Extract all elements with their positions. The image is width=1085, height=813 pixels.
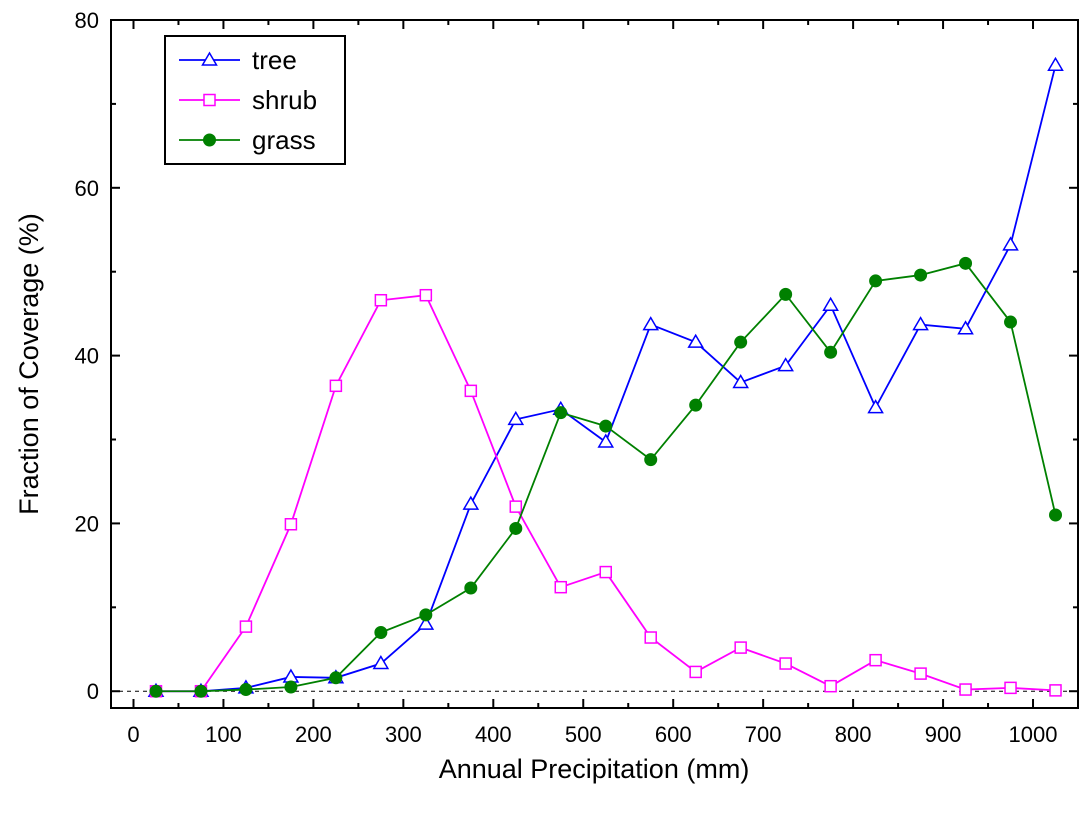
grass-point bbox=[914, 268, 928, 282]
grass-point bbox=[959, 256, 973, 270]
grass-point bbox=[374, 625, 388, 639]
shrub-point bbox=[419, 288, 433, 302]
shrub-point bbox=[734, 641, 747, 654]
x-tick-label: 700 bbox=[745, 722, 782, 747]
tree-point bbox=[867, 399, 884, 414]
shrub-point bbox=[509, 500, 523, 513]
grass-point bbox=[1004, 315, 1018, 329]
legend-label-grass: grass bbox=[252, 125, 316, 155]
shrub-point bbox=[374, 293, 388, 307]
x-tick-label: 500 bbox=[565, 722, 602, 747]
grass-point bbox=[194, 684, 208, 698]
legend-marker-shrub bbox=[203, 93, 216, 107]
grass-point bbox=[779, 287, 793, 301]
shrub-point bbox=[554, 580, 568, 594]
tree-point bbox=[597, 433, 615, 448]
shrub-point bbox=[779, 657, 792, 670]
legend-marker-grass bbox=[203, 133, 216, 147]
series-grass bbox=[149, 256, 1063, 698]
series-shrub bbox=[149, 288, 1062, 698]
tree-point bbox=[372, 655, 390, 670]
shrub-point bbox=[1004, 681, 1017, 695]
shrub-point bbox=[914, 667, 927, 680]
legend-marker-tree bbox=[201, 51, 218, 66]
grass-point bbox=[329, 671, 343, 685]
y-tick-label: 40 bbox=[75, 344, 99, 369]
grass-point bbox=[1049, 508, 1063, 522]
y-tick-label: 80 bbox=[75, 8, 99, 33]
tree-point bbox=[912, 316, 929, 331]
grass-point bbox=[509, 521, 523, 535]
y-tick-label: 60 bbox=[75, 176, 99, 201]
x-tick-label: 900 bbox=[925, 722, 962, 747]
grass-point bbox=[824, 345, 838, 359]
shrub-line bbox=[155, 294, 1056, 693]
tree-point bbox=[282, 668, 300, 683]
tree-point bbox=[1047, 56, 1064, 72]
shrub-point bbox=[239, 620, 253, 633]
axis-ticks bbox=[111, 19, 1078, 708]
shrub-point bbox=[329, 379, 343, 393]
y-tick-label: 0 bbox=[87, 679, 99, 704]
grass-point bbox=[464, 581, 478, 595]
shrub-point bbox=[464, 384, 478, 398]
x-tick-label: 100 bbox=[205, 722, 242, 747]
grass-point bbox=[734, 335, 748, 349]
x-tick-label: 1000 bbox=[1009, 722, 1058, 747]
y-tick-label: 20 bbox=[75, 511, 99, 536]
series-tree bbox=[147, 56, 1064, 697]
shrub-point bbox=[689, 665, 702, 679]
tree-point bbox=[687, 333, 705, 348]
tree-point bbox=[822, 296, 839, 312]
grass-point bbox=[284, 680, 298, 694]
legend-label-tree: tree bbox=[252, 45, 297, 75]
shrub-point bbox=[599, 565, 612, 579]
shrub-point bbox=[869, 653, 882, 667]
shrub-point bbox=[1049, 684, 1062, 697]
tree-point bbox=[642, 316, 660, 331]
series-layer bbox=[147, 56, 1064, 698]
tree-point bbox=[777, 357, 794, 372]
x-tick-label: 400 bbox=[475, 722, 512, 747]
grass-point bbox=[149, 684, 163, 698]
shrub-point bbox=[284, 518, 298, 531]
x-tick-label: 300 bbox=[385, 722, 422, 747]
x-tick-label: 0 bbox=[127, 722, 139, 747]
grass-point bbox=[869, 274, 883, 288]
grass-point bbox=[554, 406, 568, 420]
tree-point bbox=[462, 495, 480, 510]
plot-frame bbox=[110, 19, 1079, 709]
grass-point bbox=[239, 683, 253, 697]
tree-point bbox=[732, 373, 749, 389]
grass-point bbox=[689, 398, 703, 412]
grass-point bbox=[599, 419, 613, 433]
grass-point bbox=[644, 453, 658, 467]
y-axis-title: Fraction of Coverage (%) bbox=[14, 213, 44, 515]
shrub-point bbox=[644, 631, 657, 644]
tick-labels: 0 100 200 300 400 500 600 700 800 900 1000 0 20 40 60 8… bbox=[75, 8, 1058, 747]
x-tick-label: 600 bbox=[655, 722, 692, 747]
tree-point bbox=[417, 615, 435, 630]
x-tick-label: 200 bbox=[295, 722, 332, 747]
legend-label-shrub: shrub bbox=[252, 85, 317, 115]
shrub-point bbox=[959, 683, 972, 696]
shrub-point bbox=[824, 679, 837, 693]
grass-point bbox=[419, 608, 433, 622]
tree-point bbox=[957, 320, 974, 335]
x-tick-label: 800 bbox=[835, 722, 872, 747]
legend: tree shrub grass bbox=[164, 35, 346, 165]
tree-point bbox=[507, 410, 525, 426]
x-axis-title: Annual Precipitation (mm) bbox=[439, 754, 750, 784]
tree-point bbox=[1002, 236, 1019, 251]
